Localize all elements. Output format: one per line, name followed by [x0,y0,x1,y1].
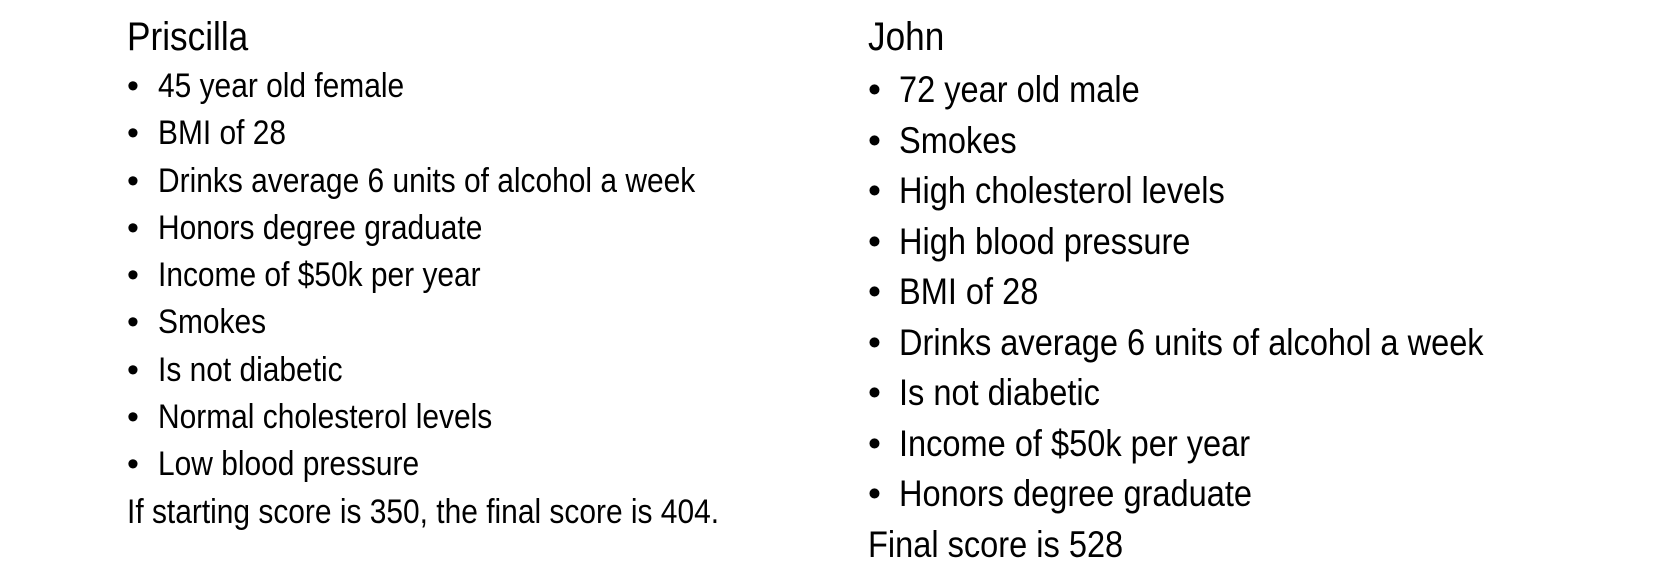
list-item: • Normal cholesterol levels [127,394,800,441]
attribute-list: • 45 year old female • BMI of 28 • Drinks a… [127,63,800,489]
list-item: • High blood pressure [868,217,1563,268]
list-item: • Honors degree graduate [868,469,1563,520]
bullet-icon: • [868,372,881,413]
bullet-icon: • [127,256,139,295]
profile-name: Priscilla [127,15,249,59]
list-item: • Smokes [868,116,1563,167]
profile-john: John • 72 year old male • Smokes • High cho… [868,0,1563,570]
list-item: • Honors degree graduate [127,205,800,252]
list-item: • High cholesterol levels [868,166,1563,217]
bullet-icon: • [127,208,139,247]
final-score-text: Final score is 528 [868,523,1124,565]
bullet-icon: • [127,350,139,389]
list-item: • Low blood pressure [127,441,800,488]
profile-name: John [868,15,945,59]
bullet-icon: • [127,303,139,342]
list-item: • BMI of 28 [868,267,1563,318]
attribute-list: • 72 year old male • Smokes • High choleste… [868,65,1563,520]
list-item: • Drinks average 6 units of alcohol a wee… [127,158,800,205]
list-item: • 45 year old female [127,63,800,110]
final-score-text: If starting score is 350, the final scor… [127,492,720,531]
bullet-icon: • [127,398,139,437]
list-item: • Smokes [127,299,800,346]
bullet-icon: • [868,271,881,312]
list-item: • Drinks average 6 units of alcohol a wee… [868,318,1563,369]
bullet-icon: • [868,321,881,363]
bullet-icon: • [868,220,881,262]
bullet-icon: • [868,170,881,211]
list-item: • 72 year old male [868,65,1563,116]
list-item: • Is not diabetic [868,368,1563,419]
bullet-icon: • [127,114,139,153]
bullet-icon: • [868,422,881,464]
bullet-icon: • [127,67,139,105]
list-item: • Is not diabetic [127,347,800,394]
bullet-icon: • [868,119,881,161]
list-item: • Income of $50k per year [127,252,800,299]
bullet-icon: • [868,473,881,514]
bullet-icon: • [127,161,139,200]
profile-priscilla: Priscilla • 45 year old female • BMI of 28… [127,0,800,536]
list-item: • BMI of 28 [127,110,800,157]
list-item: • Income of $50k per year [868,419,1563,470]
bullet-icon: • [868,69,881,110]
bullet-icon: • [127,445,139,484]
